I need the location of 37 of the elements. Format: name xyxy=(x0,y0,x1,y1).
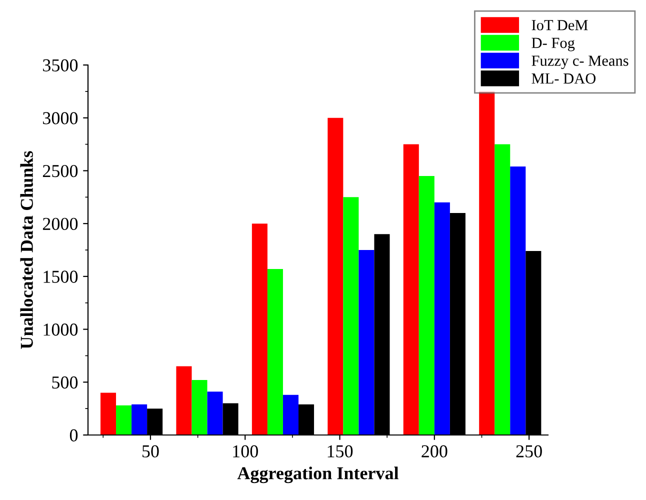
y-tick-label: 2500 xyxy=(42,164,78,178)
y-tick-label: 0 xyxy=(70,429,78,442)
x-tick-label: 100 xyxy=(233,445,258,458)
legend-label: ML- DAO xyxy=(532,73,596,84)
bar xyxy=(343,197,359,435)
bar xyxy=(116,405,132,435)
x-tick-label: 50 xyxy=(142,445,159,458)
legend-label: D- Fog xyxy=(532,38,575,52)
bar xyxy=(252,224,268,435)
bar xyxy=(510,166,526,435)
x-tick-label: 200 xyxy=(422,445,448,458)
bar xyxy=(434,202,450,435)
bar xyxy=(403,144,419,435)
x-tick-label: 150 xyxy=(328,445,353,458)
bar xyxy=(132,404,148,435)
y-tick-label: 3000 xyxy=(43,112,78,124)
x-tick-label: 250 xyxy=(516,445,542,458)
bar xyxy=(282,394,298,435)
bar xyxy=(100,392,116,435)
y-tick-label: 1000 xyxy=(44,324,78,336)
y-tick-label: 2000 xyxy=(42,218,78,230)
bar xyxy=(328,118,344,435)
bar xyxy=(267,269,283,435)
legend-label: IoT DeM xyxy=(532,20,588,30)
bar xyxy=(192,380,208,435)
bar xyxy=(494,144,510,435)
y-tick-label: 500 xyxy=(52,376,78,389)
bar xyxy=(479,91,495,435)
x-axis-title: Aggregation Interval xyxy=(237,466,399,484)
bar xyxy=(176,366,192,435)
y-tick-label: 1500 xyxy=(44,270,78,283)
y-axis-title: Unallocated Data Chunks xyxy=(20,151,33,349)
bar xyxy=(207,392,223,435)
y-tick-label: 3500 xyxy=(43,59,78,72)
legend-label: Fuzzy c- Means xyxy=(532,56,628,70)
bar xyxy=(418,176,434,435)
bar xyxy=(358,250,374,435)
